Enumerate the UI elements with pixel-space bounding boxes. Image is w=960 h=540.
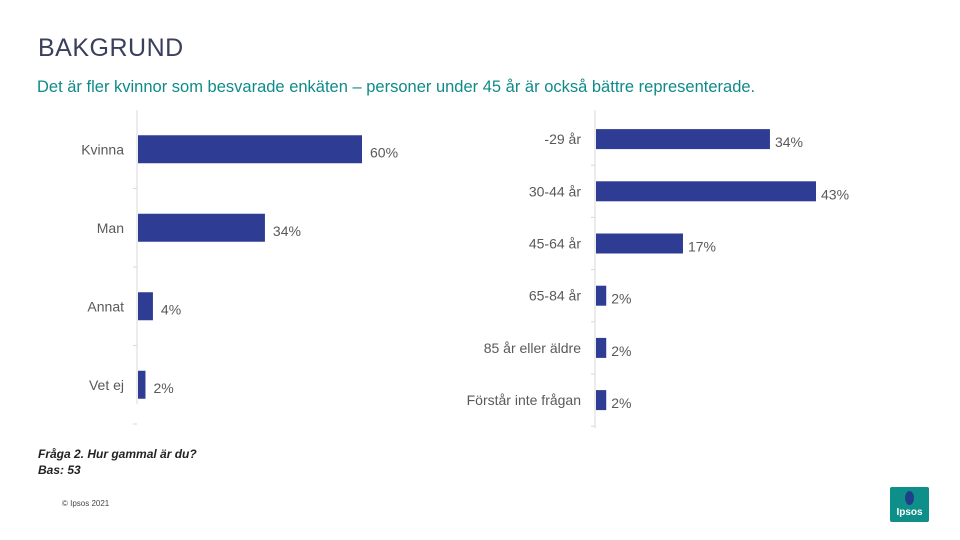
- age-value-label: 17%: [688, 239, 716, 255]
- age-value-label: 2%: [611, 395, 631, 411]
- age-value-label: 2%: [611, 343, 631, 359]
- gender-category-label: Man: [97, 220, 124, 236]
- age-bar: [596, 129, 770, 150]
- ipsos-logo-text: Ipsos: [896, 507, 923, 518]
- footnote: Fråga 2. Hur gammal är du? Bas: 53: [38, 446, 197, 478]
- age-value-label: 34%: [775, 134, 803, 150]
- age-bar: [596, 181, 816, 202]
- gender-value-label: 60%: [370, 144, 398, 160]
- gender-value-label: 4%: [161, 301, 181, 317]
- age-value-label: 2%: [611, 291, 631, 307]
- age-category-label: Förstår inte frågan: [467, 392, 581, 408]
- age-bar: [596, 337, 607, 358]
- ipsos-logo-mark-icon: [905, 491, 914, 505]
- age-bar: [596, 390, 607, 411]
- page-title: BAKGRUND: [38, 34, 184, 62]
- age-chart: -29 år 34% 30-44 år 43% 45-64 år 17% 65-84 år 2…: [467, 110, 849, 428]
- gender-value-label: 2%: [153, 380, 173, 396]
- age-value-label: 43%: [821, 186, 849, 202]
- gender-category-label: Kvinna: [81, 141, 124, 157]
- gender-chart: Kvinna 60% Man 34% Annat 4% Vet ej 2%: [81, 110, 398, 425]
- gender-bar: [138, 292, 153, 321]
- age-category-label: 45-64 år: [529, 236, 581, 252]
- copyright: © Ipsos 2021: [62, 499, 110, 508]
- footnote-question: Fråga 2. Hur gammal är du?: [38, 447, 197, 461]
- gender-category-label: Annat: [87, 298, 124, 314]
- gender-bar: [138, 135, 362, 164]
- gender-bar: [138, 370, 146, 399]
- gender-bar: [138, 213, 265, 242]
- gender-value-label: 34%: [273, 223, 301, 239]
- page-subtitle: Det är fler kvinnor som besvarade enkäte…: [37, 78, 756, 96]
- ipsos-logo: Ipsos: [890, 487, 929, 522]
- age-category-label: 30-44 år: [529, 183, 581, 199]
- age-bar: [596, 233, 683, 254]
- gender-category-label: Vet ej: [89, 377, 124, 393]
- age-category-label: -29 år: [544, 131, 581, 147]
- footnote-base: Bas: 53: [38, 463, 81, 477]
- age-category-label: 85 år eller äldre: [484, 340, 581, 356]
- age-category-label: 65-84 år: [529, 288, 581, 304]
- age-bar: [596, 285, 607, 306]
